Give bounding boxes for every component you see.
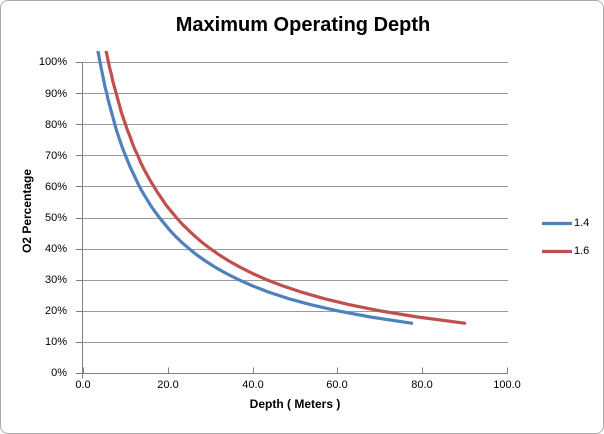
y-tick-label-50: 50% [44, 212, 67, 224]
x-tick-label-20: 20.0 [157, 379, 179, 391]
y-tick-label-30: 30% [44, 274, 67, 286]
x-axis-title: Depth ( Meters ) [249, 397, 341, 411]
x-tick-label-0: 0.0 [75, 379, 91, 391]
x-tick-label-80: 80.0 [411, 379, 433, 391]
legend-label-1-6: 1.6 [574, 245, 590, 257]
series-line-1.6 [104, 51, 467, 325]
y-tick-label-0: 0% [51, 367, 67, 379]
legend-label-1-4: 1.4 [574, 217, 590, 229]
y-tick-label-100: 100% [38, 56, 67, 68]
chart-title: Maximum Operating Depth [175, 14, 431, 36]
x-tick-label-40: 40.0 [242, 379, 264, 391]
y-tick-label-10: 10% [44, 336, 67, 348]
y-axis-title: O2 Percentage [20, 168, 34, 254]
series-line-1.4 [96, 51, 414, 325]
y-tick-label-70: 70% [44, 150, 67, 162]
x-tick-label-60: 60.0 [326, 379, 348, 391]
x-tick-label-100: 100.0 [493, 379, 521, 391]
y-tick-label-60: 60% [44, 181, 67, 193]
y-tick-label-20: 20% [44, 305, 67, 317]
y-tick-label-90: 90% [44, 88, 67, 100]
y-tick-label-80: 80% [44, 119, 67, 131]
y-tick-label-40: 40% [44, 243, 67, 255]
